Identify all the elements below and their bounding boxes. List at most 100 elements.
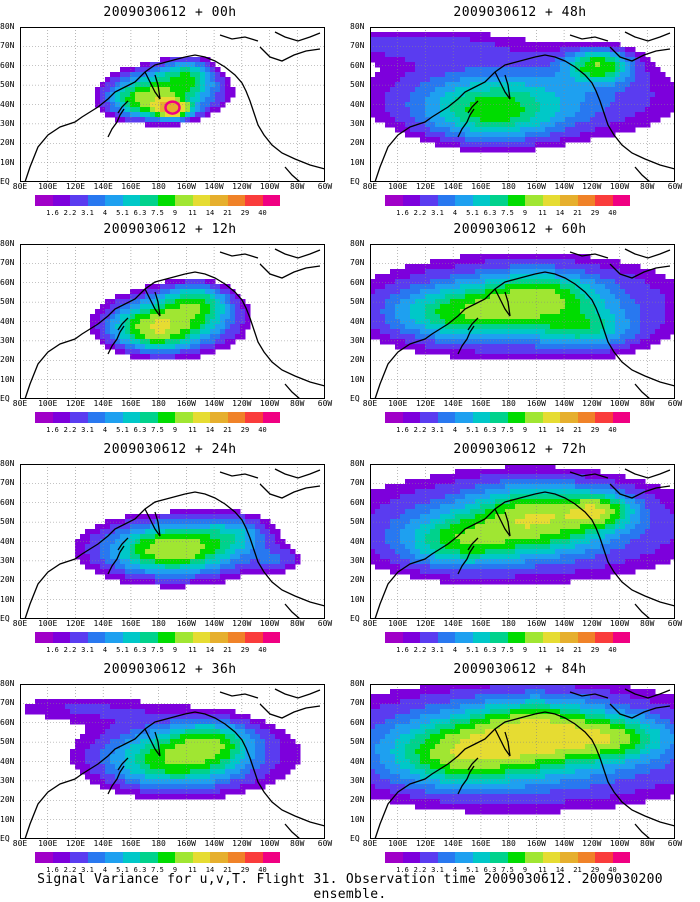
field-cell — [180, 334, 186, 340]
field-cell — [500, 37, 506, 43]
field-cell — [510, 117, 516, 123]
lon-label: 160E — [121, 399, 140, 408]
field-cell — [405, 112, 411, 118]
field-cell — [375, 499, 381, 505]
field-cell — [430, 314, 436, 320]
field-cell — [230, 514, 236, 520]
field-cell — [655, 117, 661, 123]
field-cell — [600, 87, 606, 93]
field-cell — [640, 544, 646, 550]
colorbar-label: 9 — [173, 426, 177, 434]
field-cell — [490, 494, 496, 500]
field-cell — [590, 534, 596, 540]
field-cell — [455, 122, 461, 128]
field-cell — [540, 484, 546, 490]
field-cell — [620, 474, 626, 480]
field-cell — [485, 299, 491, 305]
field-cell — [550, 534, 556, 540]
field-cell — [165, 519, 171, 525]
field-cell — [425, 137, 431, 143]
field-cell — [550, 529, 556, 535]
field-cell — [660, 514, 666, 520]
field-cell — [160, 529, 166, 535]
field-cell — [415, 57, 421, 63]
field-cell — [585, 87, 591, 93]
lon-label: 60W — [668, 399, 682, 408]
lat-label: 10N — [0, 158, 20, 167]
field-cell — [540, 47, 546, 53]
field-cell — [585, 52, 591, 58]
colorbar-label: 7.5 — [501, 426, 514, 434]
field-cell — [545, 509, 551, 515]
field-cell — [525, 132, 531, 138]
field-cell — [640, 67, 646, 73]
lat-label: 60N — [350, 498, 370, 507]
field-cell — [490, 97, 496, 103]
field-cell — [200, 534, 206, 540]
field-cell — [110, 574, 116, 580]
field-cell — [640, 299, 646, 305]
field-cell — [505, 489, 511, 495]
field-cell — [90, 559, 96, 565]
field-cell — [220, 304, 226, 310]
field-cell — [400, 117, 406, 123]
field-cell — [410, 494, 416, 500]
field-cell — [195, 67, 201, 73]
lon-label: 140E — [94, 182, 113, 191]
field-cell — [380, 92, 386, 98]
field-cell — [155, 107, 161, 113]
field-cell — [470, 554, 476, 560]
field-cell — [605, 314, 611, 320]
field-cell — [540, 107, 546, 113]
field-cell — [490, 264, 496, 270]
field-cell — [590, 334, 596, 340]
field-cell — [235, 314, 241, 320]
field-cell — [490, 344, 496, 350]
field-cell — [190, 57, 196, 63]
field-cell — [650, 494, 656, 500]
field-cell — [530, 112, 536, 118]
field-cell — [440, 344, 446, 350]
field-cell — [625, 112, 631, 118]
field-cell — [620, 284, 626, 290]
field-cell — [635, 92, 641, 98]
field-cell — [665, 82, 671, 88]
field-cell — [490, 77, 496, 83]
field-cell — [430, 274, 436, 280]
field-cell — [500, 559, 506, 565]
field-cell — [540, 279, 546, 285]
field-cell — [575, 519, 581, 525]
field-cell — [140, 97, 146, 103]
field-cell — [540, 264, 546, 270]
field-cell — [95, 334, 101, 340]
field-cell — [425, 127, 431, 133]
field-cell — [200, 309, 206, 315]
field-cell — [535, 117, 541, 123]
field-cell — [610, 92, 616, 98]
field-cell — [175, 62, 181, 68]
field-cell — [220, 564, 226, 570]
field-cell — [535, 289, 541, 295]
field-cell — [625, 82, 631, 88]
field-cell — [585, 117, 591, 123]
field-cell — [425, 82, 431, 88]
field-cell — [155, 549, 161, 555]
field-cell — [170, 564, 176, 570]
field-cell — [380, 334, 386, 340]
field-cell — [570, 484, 576, 490]
field-cell — [455, 294, 461, 300]
field-cell — [590, 314, 596, 320]
colorbar-swatch — [508, 195, 526, 206]
field-cell — [455, 269, 461, 275]
field-cell — [495, 52, 501, 58]
field-cell — [385, 544, 391, 550]
field-cell — [205, 309, 211, 315]
colorbar-swatch — [385, 195, 403, 206]
field-cell — [590, 107, 596, 113]
field-cell — [465, 294, 471, 300]
field-cell — [160, 334, 166, 340]
field-cell — [565, 529, 571, 535]
field-cell — [410, 72, 416, 78]
field-cell — [540, 87, 546, 93]
field-cell — [635, 339, 641, 345]
